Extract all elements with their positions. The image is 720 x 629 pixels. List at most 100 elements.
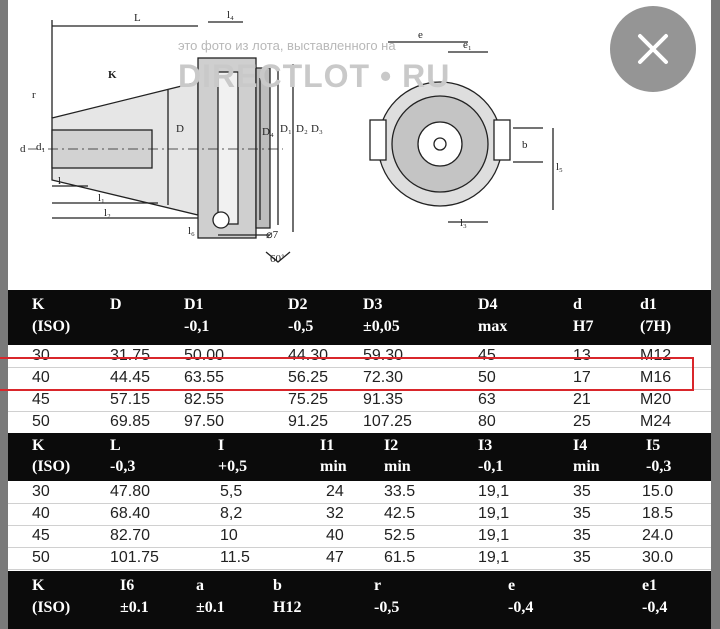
watermark-note: это фото из лота, выставленного на xyxy=(178,38,396,53)
t2-cell: 19,1 xyxy=(478,527,510,544)
t1-cell: 107.25 xyxy=(363,413,412,430)
t1-cell: 40 xyxy=(32,369,50,386)
table2-header: K (ISO) L -0,3 I +0,5 I1 min I2 min I3 -… xyxy=(8,433,711,481)
label-D: D xyxy=(176,123,184,135)
t1-h-k-sub: (ISO) xyxy=(32,318,71,335)
t3-h-a: a xyxy=(196,577,204,594)
t1-h-d: D xyxy=(110,296,122,313)
label-D4: D₄ xyxy=(262,126,274,138)
t1-h-dd: d xyxy=(573,296,582,313)
t2-h-i4: I4 xyxy=(573,437,588,454)
t2-cell: 30.0 xyxy=(642,549,674,566)
t1-h-d3-sub: ±0,05 xyxy=(363,318,400,335)
t2-cell: 61.5 xyxy=(384,549,416,566)
t2-cell: 19,1 xyxy=(478,505,510,522)
t2-cell: 68.40 xyxy=(110,505,151,522)
close-button[interactable] xyxy=(610,6,696,92)
table1-header: K (ISO) D D1 -0,1 D2 -0,5 D3 ±0,05 D4 ma… xyxy=(8,290,711,345)
label-K: K xyxy=(108,69,117,81)
t3-h-i6-sub: ±0.1 xyxy=(120,599,149,616)
label-r: r xyxy=(32,89,36,101)
t1-cell: M16 xyxy=(640,369,672,386)
t2-cell: 19,1 xyxy=(478,549,510,566)
t2-cell: 5,5 xyxy=(220,483,243,500)
label-D1: D₁ xyxy=(280,123,292,135)
label-e: e xyxy=(418,29,423,41)
t2-cell: 52.5 xyxy=(384,527,416,544)
close-icon xyxy=(638,34,668,64)
t1-h-d4: D4 xyxy=(478,296,498,313)
t1-cell: 72.30 xyxy=(363,369,404,386)
t1-cell: 91.25 xyxy=(288,413,329,430)
t2-cell: 82.70 xyxy=(110,527,151,544)
label-L: L xyxy=(134,12,141,24)
t2-cell: 47.80 xyxy=(110,483,151,500)
t3-h-e1: e1 xyxy=(642,577,658,594)
t3-h-a-sub: ±0.1 xyxy=(196,599,225,616)
t2-cell: 8,2 xyxy=(220,505,243,522)
drawing-svg: L l₄ K r d d₁ D D₄ D₁ D₂ D₃ l l₁ l₂ l₆ ⌀… xyxy=(20,9,563,265)
t1-h-d2: D2 xyxy=(288,296,308,313)
t1-h-d4-sub: max xyxy=(478,318,508,335)
t1-cell: M20 xyxy=(640,391,672,408)
t1-cell: 25 xyxy=(573,413,591,430)
t1-cell: 69.85 xyxy=(110,413,151,430)
t1-cell: M24 xyxy=(640,413,672,430)
t1-row: 50 69.85 97.50 91.25 107.25 80 25 M24 xyxy=(8,411,711,434)
label-l3: l₃ xyxy=(460,217,467,229)
t1-cell: 45 xyxy=(478,347,496,364)
t2-cell: 24 xyxy=(326,483,344,500)
label-d1: d₁ xyxy=(36,141,46,153)
t2-row: 30 47.80 5,5 24 33.5 19,1 35 15.0 xyxy=(8,481,711,504)
t2-cell: 50 xyxy=(32,549,50,566)
t1-cell: 97.50 xyxy=(184,413,225,430)
t1-h-d1-sub: -0,1 xyxy=(184,318,210,335)
t1-cell: 44.30 xyxy=(288,347,329,364)
t2-cell: 35 xyxy=(573,505,591,522)
t2-h-i: I xyxy=(218,437,225,454)
technical-drawing: L l₄ K r d d₁ D D₄ D₁ D₂ D₃ l l₁ l₂ l₆ ⌀… xyxy=(8,0,711,290)
t1-cell: 31.75 xyxy=(110,347,151,364)
t2-row: 45 82.70 10 40 52.5 19,1 35 24.0 xyxy=(8,525,711,548)
watermark-logo: DIRECTLOT • RU xyxy=(178,58,451,94)
label-b: b xyxy=(522,139,528,151)
t1-cell: M12 xyxy=(640,347,672,364)
t1-h-d1: D1 xyxy=(184,296,204,313)
t1-h-d3: D3 xyxy=(363,296,383,313)
t1-h-k: K xyxy=(32,296,45,313)
t3-h-k-sub: (ISO) xyxy=(32,599,71,616)
t2-h-i3: I3 xyxy=(478,437,493,454)
t1-cell: 50 xyxy=(32,413,50,430)
t2-row: 40 68.40 8,2 32 42.5 19,1 35 18.5 xyxy=(8,503,711,526)
t2-cell: 10 xyxy=(220,527,238,544)
label-D3: D₃ xyxy=(311,123,323,135)
t2-cell: 45 xyxy=(32,527,50,544)
t2-h-i5-sub: -0,3 xyxy=(646,458,672,475)
t1-cell: 57.15 xyxy=(110,391,151,408)
t2-cell: 35 xyxy=(573,549,591,566)
label-angle: 60˚ xyxy=(270,253,285,265)
label-l4: l₄ xyxy=(227,9,234,21)
t1-cell: 63 xyxy=(478,391,496,408)
t2-h-l-sub: -0,3 xyxy=(110,458,136,475)
t2-cell: 32 xyxy=(326,505,344,522)
label-D2: D₂ xyxy=(296,123,308,135)
t2-cell: 40 xyxy=(32,505,50,522)
label-l1: l₁ xyxy=(98,192,105,204)
t2-cell: 101.75 xyxy=(110,549,159,566)
label-l5: l₅ xyxy=(556,161,563,173)
t2-cell: 15.0 xyxy=(642,483,674,500)
t3-h-r: r xyxy=(374,577,382,594)
t1-cell: 80 xyxy=(478,413,496,430)
label-l2: l₂ xyxy=(104,207,111,219)
t1-cell: 30 xyxy=(32,347,50,364)
t1-cell: 44.45 xyxy=(110,369,151,386)
t2-h-i5: I5 xyxy=(646,437,661,454)
t3-h-b-sub: H12 xyxy=(273,599,302,616)
label-d: d xyxy=(20,143,26,155)
t2-cell: 11.5 xyxy=(220,549,250,566)
t2-h-i2: I2 xyxy=(384,437,399,454)
label-e1: e₁ xyxy=(463,39,472,51)
table3-header: K (ISO) I6 ±0.1 a ±0.1 b H12 r -0,5 e -0… xyxy=(8,571,711,629)
